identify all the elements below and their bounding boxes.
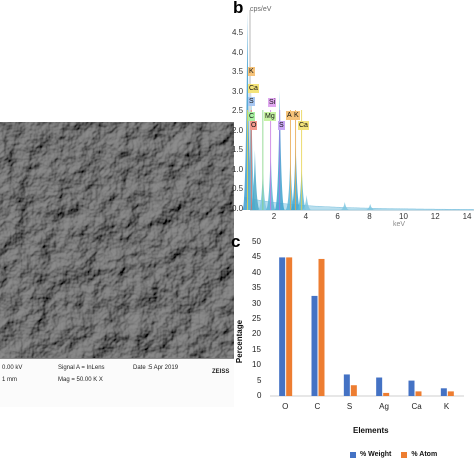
eds-x-tick: 8	[367, 212, 372, 221]
legend-label-atom: % Atom	[411, 451, 438, 458]
y-tick-label: 5	[257, 375, 262, 385]
eds-x-tick: 10	[399, 212, 408, 221]
eds-y-tick: 0.0	[232, 204, 244, 213]
sem-date: Date :5 Apr 2019	[133, 365, 179, 371]
x-tick-label: C	[314, 402, 321, 411]
panel-label-c: c	[231, 232, 241, 251]
eds-y-tick: 3.0	[232, 86, 244, 96]
zeiss-logo: ZEISS	[212, 369, 230, 375]
eds-unit-label: cps/eV	[250, 6, 272, 13]
legend-swatch-weight	[350, 451, 356, 458]
bar-chart-svg	[270, 257, 464, 397]
y-tick-label: 30	[252, 298, 261, 308]
bar-atom	[447, 391, 454, 396]
eds-x-tick: 6	[335, 212, 340, 221]
y-tick-label: 40	[252, 267, 261, 277]
bar-weight	[408, 380, 415, 396]
eds-element-tag: S	[278, 121, 285, 130]
y-tick-label: 45	[252, 252, 261, 262]
y-tick-label: 15	[252, 344, 261, 354]
legend-label-weight: % Weight	[360, 451, 392, 458]
x-tick-label: O	[282, 402, 289, 411]
composition-bar-chart: c Percentage Elements % Weight % Atom 0 5…	[231, 232, 474, 474]
eds-x-label: keV	[393, 221, 406, 228]
eds-peak	[301, 195, 312, 210]
eds-element-tag: K	[248, 67, 255, 76]
eds-x-tick: 2	[271, 212, 277, 221]
x-axis-label: Elements	[353, 426, 389, 435]
eds-y-tick: 2.0	[232, 125, 244, 135]
eds-y-tick: 4.5	[232, 28, 244, 37]
bar-atom	[350, 385, 357, 396]
y-tick-label: 20	[252, 329, 261, 339]
y-tick-label: 0	[257, 391, 262, 400]
eds-element-tag: C	[248, 112, 256, 121]
eds-element-tag: S	[248, 97, 255, 106]
panel-label-b: b	[233, 0, 244, 17]
bar-weight	[279, 257, 286, 396]
eds-panel: b cps/eV keV 4.5 4.0 3.5 3.0 2.5 2.0 1.5 1.0 0.5…	[232, 0, 474, 232]
sem-info-bar: 0.00 kV 1 mm Signal A = InLens Mag = 50.…	[0, 358, 234, 407]
eds-y-tick: 3.5	[232, 67, 244, 77]
y-tick-label: 25	[252, 314, 261, 323]
bar-weight	[311, 295, 318, 396]
eds-element-tag: A	[286, 111, 293, 120]
bar-atom	[318, 258, 325, 396]
eds-element-tag: Ca	[248, 84, 259, 93]
x-tick-label: K	[443, 402, 450, 411]
bar-atom	[383, 392, 390, 396]
eds-y-tick: 1.5	[232, 145, 244, 155]
y-tick-label: 10	[252, 360, 261, 370]
bar-weight	[376, 377, 383, 396]
eds-x-tick: 14	[462, 212, 472, 221]
bar-atom	[415, 391, 422, 396]
x-tick-label: S	[346, 402, 353, 411]
eds-peak	[249, 150, 260, 210]
bar-weight	[440, 388, 447, 396]
eds-element-tag: O	[250, 121, 258, 130]
eds-element-tag: Si	[268, 98, 277, 107]
sem-voltage: 0.00 kV	[2, 365, 23, 371]
y-tick-label: 50	[252, 237, 261, 246]
eds-y-tick: 4.0	[232, 47, 244, 57]
chart-legend: % Weight % Atom	[350, 451, 437, 458]
eds-x-tick: 12	[430, 212, 440, 221]
eds-element-tag: Ca	[298, 121, 309, 130]
bar-atom	[286, 257, 293, 396]
x-tick-label: Ca	[411, 402, 422, 411]
eds-x-tick: 4	[303, 212, 309, 221]
x-tick-label: Ag	[379, 402, 389, 411]
eds-element-tag: K	[293, 111, 300, 120]
y-tick-label: 35	[252, 283, 261, 293]
eds-element-tag: Mg	[264, 112, 276, 121]
eds-y-tick: 2.5	[232, 106, 244, 116]
legend-swatch-atom	[401, 451, 408, 458]
eds-peak	[365, 204, 376, 210]
eds-y-tick: 1.0	[232, 164, 244, 174]
eds-peak	[339, 202, 350, 210]
sem-signal: Signal A = InLens	[58, 365, 105, 371]
y-axis-label: Percentage	[235, 319, 245, 364]
sem-scale: 1 mm	[2, 377, 17, 383]
sem-mag: Mag = 50.00 K X	[58, 377, 103, 383]
eds-y-tick: 0.5	[232, 184, 244, 194]
bar-weight	[343, 374, 350, 396]
